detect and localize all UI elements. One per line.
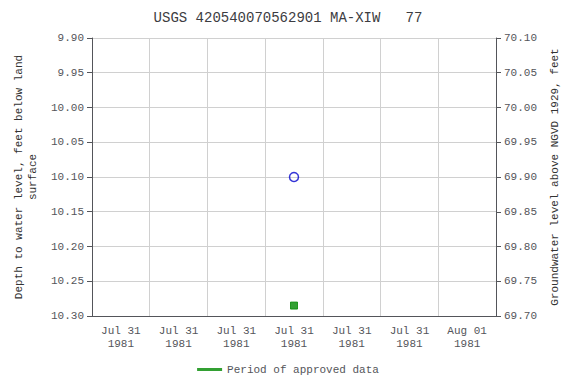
svg-text:9.95: 9.95	[58, 67, 84, 79]
svg-text:Jul 31: Jul 31	[216, 325, 256, 337]
svg-text:Jul 31: Jul 31	[332, 325, 372, 337]
svg-text:69.95: 69.95	[504, 136, 537, 148]
svg-text:Jul 31: Jul 31	[159, 325, 199, 337]
svg-text:10.20: 10.20	[51, 241, 84, 253]
svg-text:Groundwater level above NGVD 1: Groundwater level above NGVD 1929, feet	[549, 48, 561, 305]
svg-text:1981: 1981	[108, 338, 135, 350]
svg-text:10.00: 10.00	[51, 102, 84, 114]
svg-text:10.30: 10.30	[51, 310, 84, 322]
svg-text:Jul 31: Jul 31	[101, 325, 141, 337]
svg-text:Jul 31: Jul 31	[390, 325, 430, 337]
svg-text:surface: surface	[27, 154, 39, 200]
svg-text:10.05: 10.05	[51, 136, 84, 148]
svg-text:1981: 1981	[339, 338, 366, 350]
svg-text:1981: 1981	[396, 338, 423, 350]
svg-text:Depth to water level, feet bel: Depth to water level, feet below land	[13, 55, 25, 299]
svg-text:1981: 1981	[454, 338, 481, 350]
svg-text:1981: 1981	[165, 338, 192, 350]
svg-text:69.85: 69.85	[504, 206, 537, 218]
svg-text:10.15: 10.15	[51, 206, 84, 218]
svg-text:Period of approved data: Period of approved data	[227, 364, 379, 376]
svg-text:70.05: 70.05	[504, 67, 537, 79]
svg-text:1981: 1981	[223, 338, 250, 350]
svg-text:69.90: 69.90	[504, 171, 537, 183]
svg-text:USGS 420540070562901 MA-XIW: USGS 420540070562901 MA-XIW 77	[154, 10, 423, 26]
svg-text:Jul 31: Jul 31	[274, 325, 314, 337]
svg-text:1981: 1981	[281, 338, 308, 350]
svg-text:69.80: 69.80	[504, 241, 537, 253]
svg-text:69.75: 69.75	[504, 275, 537, 287]
svg-text:70.00: 70.00	[504, 102, 537, 114]
svg-text:70.10: 70.10	[504, 32, 537, 44]
svg-text:9.90: 9.90	[58, 32, 84, 44]
svg-text:10.25: 10.25	[51, 275, 84, 287]
svg-text:10.10: 10.10	[51, 171, 84, 183]
svg-text:69.70: 69.70	[504, 310, 537, 322]
svg-text:Aug 01: Aug 01	[447, 325, 487, 337]
